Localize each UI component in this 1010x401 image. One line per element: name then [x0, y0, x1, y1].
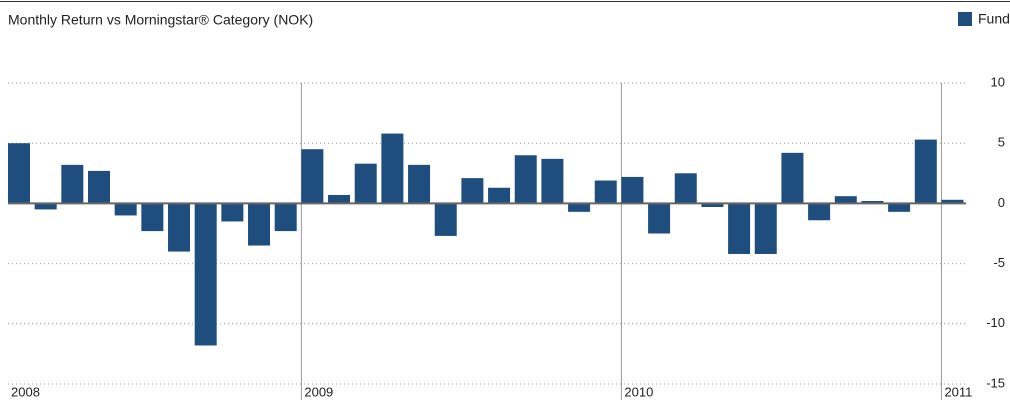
- bar: [88, 170, 111, 204]
- bar: [194, 203, 217, 346]
- y-tick-label: -15: [986, 375, 1005, 390]
- x-tick-label: 2011: [944, 384, 972, 399]
- bar: [701, 203, 724, 208]
- bar: [461, 178, 484, 204]
- bar: [34, 203, 57, 210]
- bar: [728, 203, 751, 254]
- bar: [568, 203, 591, 212]
- bar: [354, 163, 377, 204]
- bar: [221, 203, 244, 222]
- bar: [168, 203, 191, 252]
- y-tick-label: 10: [991, 74, 1005, 89]
- bar: [541, 158, 564, 204]
- y-tick-label: 5: [998, 135, 1005, 150]
- y-tick-label: -5: [993, 255, 1005, 270]
- bar: [914, 139, 937, 204]
- x-tick-label: 2008: [11, 384, 40, 399]
- y-tick-label: 0: [998, 195, 1005, 210]
- bar: [301, 149, 324, 204]
- bar: [328, 194, 351, 204]
- bar: [781, 152, 804, 204]
- bar: [274, 203, 297, 232]
- bar: [381, 133, 404, 204]
- bar: [621, 176, 644, 204]
- bar: [674, 173, 697, 204]
- bar: [408, 164, 431, 204]
- bar: [594, 180, 617, 204]
- bar: [488, 187, 511, 204]
- legend-label: Fund: [978, 11, 1010, 27]
- x-tick-label: 2009: [304, 384, 333, 399]
- y-tick-label: -10: [986, 315, 1005, 330]
- x-tick-label: 2010: [624, 384, 653, 399]
- bar: [941, 199, 964, 204]
- bar: [888, 203, 911, 212]
- legend-swatch: [958, 12, 972, 26]
- bar: [861, 200, 884, 204]
- chart-title: Monthly Return vs Morningstar® Category …: [8, 12, 313, 28]
- bar: [141, 203, 164, 232]
- bar: [834, 196, 857, 204]
- bar: [754, 203, 777, 254]
- bar: [434, 203, 457, 236]
- bar: [514, 155, 537, 204]
- bar: [61, 164, 84, 204]
- bar: [248, 203, 271, 246]
- bar: [114, 203, 137, 216]
- bar: [8, 143, 30, 204]
- bar: [808, 203, 831, 221]
- bar: [648, 203, 671, 234]
